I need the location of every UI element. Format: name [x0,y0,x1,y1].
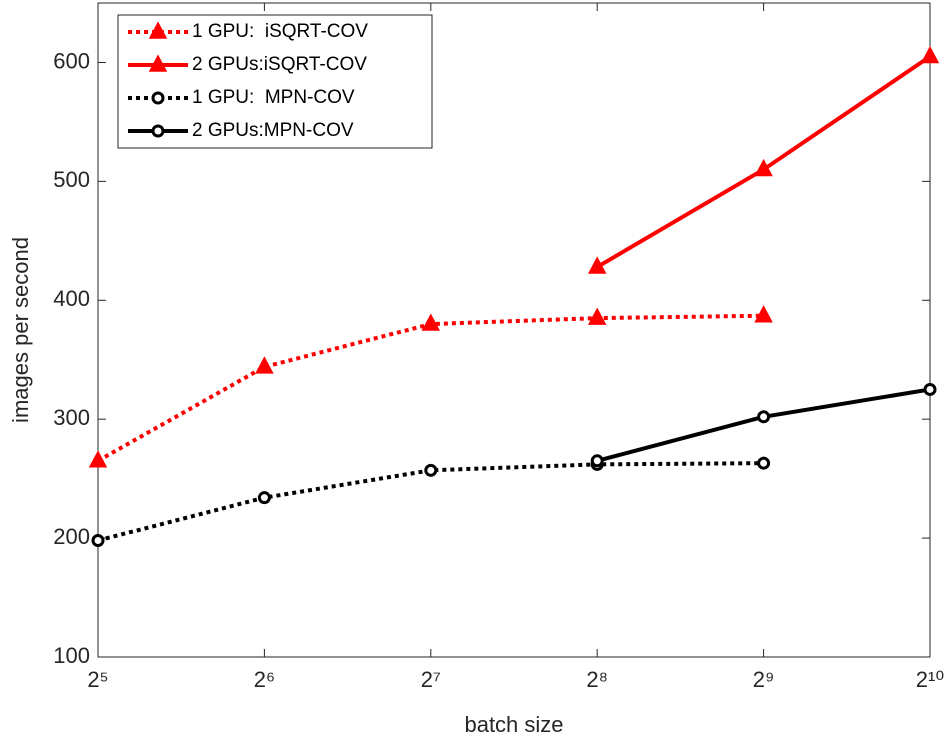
data-point [421,313,441,331]
y-tick-label: 600 [53,48,90,73]
data-point [754,305,773,323]
legend-marker [151,124,165,138]
data-point [91,533,105,547]
y-tick-label: 300 [53,405,90,430]
x-axis-label: batch size [464,712,563,737]
legend-label: 2 GPUs:iSQRT-COV [192,54,367,75]
y-tick-label: 400 [53,286,90,311]
legend-label: 2 GPUs:MPN-COV [192,120,354,141]
data-point [88,450,108,468]
x-tick-label: 2⁷ [421,667,441,692]
data-point [920,45,940,64]
series-line [97,461,764,543]
data-point [257,491,271,505]
legend-marker [151,91,165,105]
legend-label: 1 GPU: MPN-COV [192,87,355,108]
x-tick-label: 2⁶ [254,667,275,692]
x-tick-label: 2⁵ [87,667,108,692]
data-point [757,410,771,424]
data-point [424,463,438,477]
data-point [590,454,604,468]
data-point [255,356,274,374]
y-axis-label: images per second [8,237,33,423]
data-point [923,382,937,396]
x-tick-label: 2⁸ [586,667,608,692]
y-tick-label: 200 [53,524,90,549]
x-tick-label: 2⁹ [753,667,775,692]
x-tick-label: 2¹⁰ [916,667,945,692]
y-tick-label: 500 [53,167,90,192]
data-point [757,456,771,470]
y-tick-label: 100 [53,643,90,668]
legend-marker [148,21,168,39]
legend-marker [148,54,168,72]
data-point [587,256,607,274]
legend-box [117,14,433,149]
data-point [587,307,607,325]
data-point [754,158,773,177]
legend-label: 1 GPU: iSQRT-COV [192,21,368,42]
